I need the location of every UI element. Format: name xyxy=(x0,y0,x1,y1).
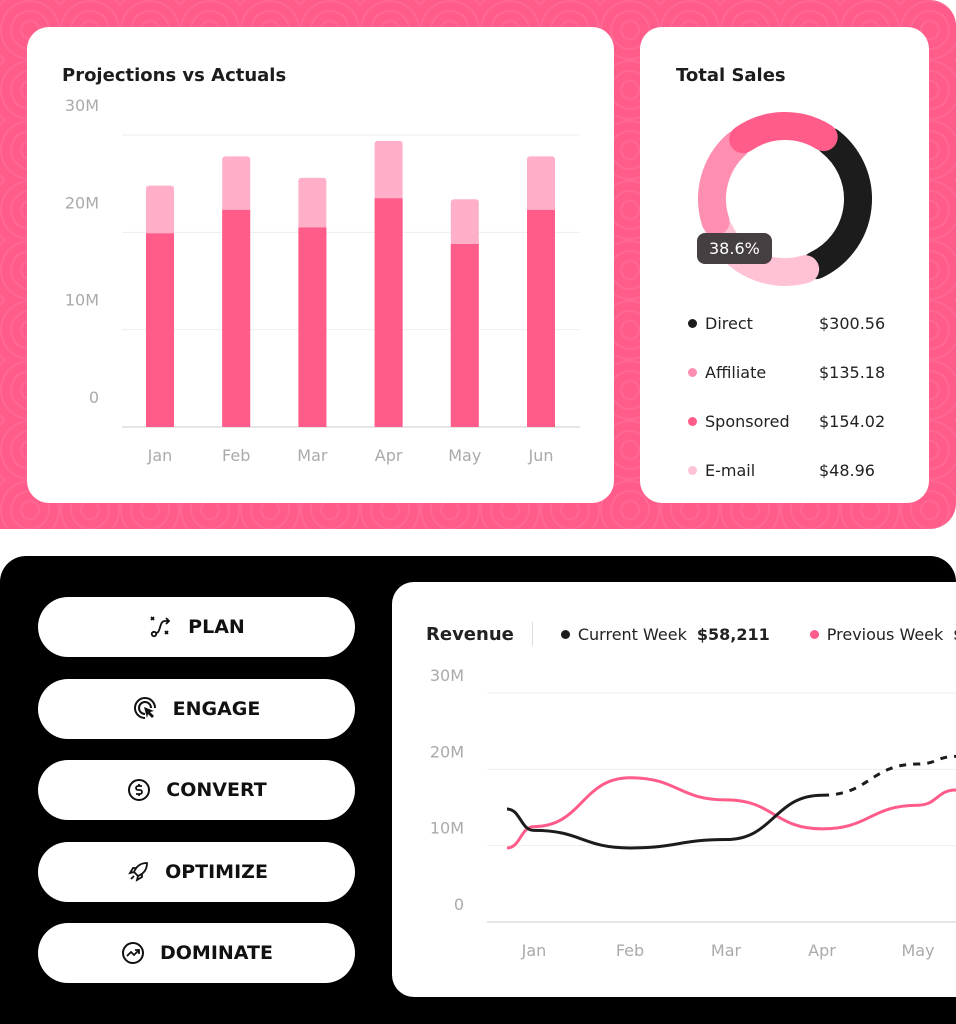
actual-bar xyxy=(450,244,479,427)
segment-affiliate xyxy=(698,130,751,236)
current-week-label: Current Week xyxy=(577,624,687,644)
revenue-title: Revenue xyxy=(426,623,514,645)
card-title: Total Sales xyxy=(676,65,786,86)
legend-item: E-mail $48.96 xyxy=(688,461,875,480)
previous-week-dot xyxy=(809,629,819,639)
button-label: DOMINATE xyxy=(160,942,273,964)
trending-up-icon xyxy=(122,942,144,964)
previous-week-value: $ xyxy=(953,625,956,644)
legend-dot xyxy=(688,319,697,328)
x-tick-label: May xyxy=(448,446,481,465)
x-tick-label: Feb xyxy=(616,941,644,960)
legend-label: Direct xyxy=(705,314,753,333)
legend-dot xyxy=(688,368,697,377)
button-plan[interactable]: PLAN xyxy=(38,597,355,657)
y-tick-label: 30M xyxy=(65,96,99,115)
legend-label: Affiliate xyxy=(705,363,767,382)
legend-item: Direct $300.56 xyxy=(688,314,885,333)
actual-bar xyxy=(527,209,555,427)
rocket-icon xyxy=(128,861,148,882)
legend-item: Sponsored $154.02 xyxy=(688,412,885,431)
revenue-chart: 0 10M 20M 30M Jan Feb Mar Apr May xyxy=(430,666,956,960)
legend-value: $154.02 xyxy=(819,412,886,431)
legend-value: $135.18 xyxy=(819,363,886,382)
card-title: Projections vs Actuals xyxy=(62,65,287,86)
current-week-projection-line xyxy=(821,754,956,797)
x-tick-label: Jun xyxy=(528,446,554,465)
button-label: CONVERT xyxy=(166,779,267,801)
legend-dot xyxy=(688,466,697,475)
current-week-line xyxy=(506,793,823,850)
actual-bar xyxy=(222,209,251,427)
projections-card: Projections vs Actuals 0 10M 20M 30M Jan Feb M… xyxy=(27,27,614,503)
y-tick-label: 20M xyxy=(65,193,99,212)
legend-value: $300.56 xyxy=(819,314,886,333)
actual-bar xyxy=(374,198,403,427)
x-tick-label: Mar xyxy=(711,941,742,960)
x-tick-label: Apr xyxy=(808,941,836,960)
legend-value: $48.96 xyxy=(819,461,875,480)
segment-sponsored xyxy=(729,112,838,154)
actual-bar xyxy=(298,227,327,427)
button-engage[interactable]: ENGAGE xyxy=(38,678,355,739)
x-tick-label: Jan xyxy=(147,446,173,465)
segment-direct xyxy=(801,127,872,280)
button-label: PLAN xyxy=(188,616,245,638)
previous-week-line xyxy=(506,776,956,850)
current-week-dot xyxy=(560,629,570,639)
x-tick-label: Apr xyxy=(375,446,403,465)
x-tick-label: Mar xyxy=(297,446,328,465)
revenue-header: Revenue Current Week $58,211 Previous We… xyxy=(426,622,956,646)
x-tick-label: Feb xyxy=(222,446,250,465)
legend-item: Affiliate $135.18 xyxy=(688,363,885,382)
y-tick-label: 20M xyxy=(430,742,464,761)
button-optimize[interactable]: OPTIMIZE xyxy=(38,841,355,902)
route-icon xyxy=(150,616,171,638)
y-tick-label: 10M xyxy=(430,819,464,838)
current-week-value: $58,211 xyxy=(696,624,770,644)
total-sales-card: Total Sales 38.6% xyxy=(640,27,929,503)
y-tick-label: 0 xyxy=(454,895,464,914)
legend-dot xyxy=(688,417,697,426)
y-tick-label: 30M xyxy=(430,666,464,685)
x-tick-label: May xyxy=(901,941,934,960)
previous-week-label: Previous Week xyxy=(826,624,944,644)
dollar-cycle-icon xyxy=(128,779,151,801)
x-tick-label: Jan xyxy=(521,941,547,960)
button-convert[interactable]: CONVERT xyxy=(38,760,355,820)
actual-bar xyxy=(146,233,174,427)
y-tick-label: 0 xyxy=(89,388,99,407)
divider xyxy=(531,622,533,646)
button-dominate[interactable]: DOMINATE xyxy=(38,923,355,983)
projections-chart: 0 10M 20M 30M Jan Feb Mar Apr May Jun xyxy=(65,96,580,465)
revenue-card xyxy=(392,582,956,997)
button-label: ENGAGE xyxy=(172,697,261,720)
legend-label: Sponsored xyxy=(705,412,790,431)
target-cursor-icon xyxy=(133,696,156,719)
y-tick-label: 10M xyxy=(65,291,99,310)
legend-label: E-mail xyxy=(705,461,756,480)
button-label: OPTIMIZE xyxy=(165,860,268,883)
donut-tooltip: 38.6% xyxy=(697,233,772,264)
sales-donut-chart xyxy=(698,112,872,286)
